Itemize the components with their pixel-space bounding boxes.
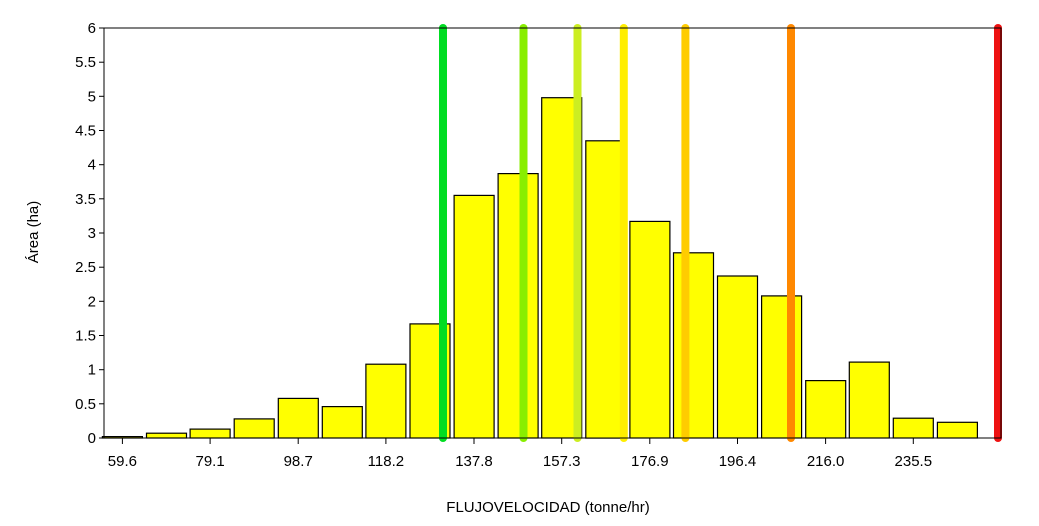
x-tick-label-8: 216.0: [807, 453, 845, 470]
x-tick-label-2: 98.7: [284, 453, 313, 470]
x-tick-label-5: 157.3: [543, 453, 581, 470]
x-tick-label-9: 235.5: [895, 453, 933, 470]
x-tick-label-0: 59.6: [108, 453, 137, 470]
histogram-bar-12: [629, 220, 671, 439]
y-tick-label-6: 3: [88, 225, 96, 242]
histogram-bar-1: [145, 432, 188, 439]
histogram-bar-18: [892, 417, 934, 439]
bars-layer: [101, 97, 979, 439]
y-tick-label-5: 2.5: [75, 259, 96, 276]
y-tick-label-10: 5: [88, 88, 96, 105]
x-tick-label-6: 176.9: [631, 453, 669, 470]
histogram-bar-15: [760, 295, 803, 439]
histogram-bar-16: [805, 380, 847, 439]
x-tick-label-3: 118.2: [368, 453, 404, 470]
x-axis-label: FLUJOVELOCIDAD (tonne/hr): [446, 499, 649, 516]
y-tick-label-9: 4.5: [75, 123, 96, 140]
histogram-bar-6: [365, 363, 407, 439]
y-tick-label-0: 0: [88, 430, 96, 447]
histogram-bar-2: [189, 428, 231, 439]
x-tick-label-4: 137.8: [455, 453, 493, 470]
histogram-bar-9: [497, 173, 539, 439]
y-tick-label-12: 6: [88, 20, 96, 37]
y-axis-label: Área (ha): [25, 201, 42, 264]
threshold-lines-layer: [439, 24, 1002, 442]
x-axis: 59.6 79.1 98.7 118.2 137.8 157.3 176.9 196.4 216…: [108, 438, 932, 470]
y-tick-label-8: 4: [88, 157, 96, 174]
y-tick-label-7: 3.5: [75, 191, 96, 208]
histogram-bar-4: [277, 397, 319, 439]
y-tick-label-3: 1.5: [75, 328, 96, 345]
y-tick-label-11: 5.5: [75, 54, 96, 71]
histogram-bar-8: [453, 194, 495, 439]
histogram-bar-5: [321, 406, 363, 439]
y-axis: 0 0.5 1 1.5 2 2.5 3 3.5 4 4.5 5 5.5 6: [75, 20, 104, 447]
x-tick-label-7: 196.4: [719, 453, 757, 470]
histogram-bar-3: [233, 418, 275, 439]
y-tick-label-4: 2: [88, 293, 96, 310]
histogram-bar-14: [716, 275, 759, 439]
histogram-bar-19: [936, 421, 979, 439]
y-tick-label-1: 0.5: [75, 396, 96, 413]
histogram-bar-17: [848, 361, 890, 439]
x-tick-label-1: 79.1: [195, 453, 224, 470]
y-tick-label-2: 1: [88, 362, 96, 379]
histogram-bar-13: [672, 252, 715, 439]
